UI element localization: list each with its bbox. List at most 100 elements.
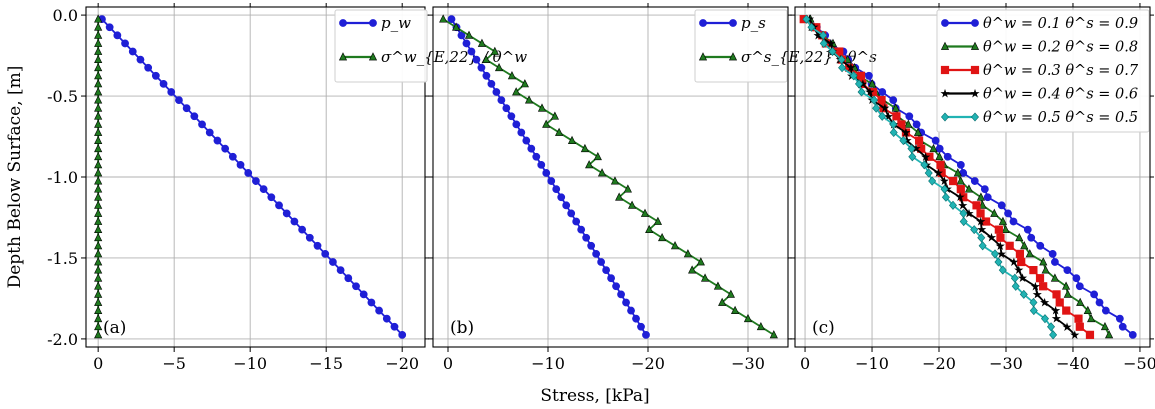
- data-point: [464, 30, 474, 39]
- data-point: [567, 209, 576, 218]
- data-point: [981, 217, 991, 226]
- x-tick-label: −10: [233, 354, 267, 373]
- data-point: [94, 257, 103, 266]
- data-point: [990, 208, 999, 217]
- legend-entry: p_s: [699, 14, 766, 32]
- data-point: [928, 176, 937, 186]
- data-point: [653, 216, 662, 225]
- data-point: [94, 321, 103, 331]
- legend-marker: [699, 19, 707, 27]
- legend-label: θ^w = 0.3 θ^s = 0.7: [983, 63, 1139, 79]
- legend-marker: [368, 52, 378, 61]
- data-point: [959, 216, 968, 227]
- data-point: [1039, 282, 1048, 291]
- data-point: [912, 120, 921, 129]
- x-tick-label: −10: [855, 354, 889, 373]
- data-point: ★: [933, 166, 944, 180]
- data-point: [1101, 306, 1110, 315]
- data-point: [527, 144, 536, 153]
- data-point: [94, 119, 103, 128]
- data-point: [1011, 281, 1020, 291]
- data-point: [931, 136, 940, 145]
- data-point: [487, 80, 496, 88]
- data-point: ★: [1032, 287, 1043, 301]
- data-point: [953, 168, 962, 177]
- series-line: [808, 18, 1076, 336]
- legend-label: σ^w_{E,22} / θ^w: [381, 48, 527, 66]
- data-point: [970, 225, 979, 235]
- data-point: [1023, 225, 1032, 234]
- data-point: [904, 119, 913, 128]
- data-point: [700, 273, 710, 282]
- data-point: [891, 103, 900, 112]
- data-point: [996, 233, 1005, 242]
- data-point: [819, 30, 828, 40]
- data-point: [452, 22, 461, 31]
- data-point: [837, 55, 846, 65]
- data-point: [497, 96, 506, 104]
- data-point: [1010, 273, 1019, 283]
- data-point: [1075, 322, 1084, 331]
- data-point: [1076, 297, 1085, 306]
- data-point: [956, 160, 965, 169]
- data-point: [1075, 282, 1084, 291]
- data-point: [1020, 241, 1029, 250]
- legend-marker: [940, 65, 950, 75]
- data-point: [577, 225, 586, 234]
- legend-marker: [698, 52, 708, 61]
- data-point: [94, 54, 103, 64]
- data-point: [1105, 330, 1114, 339]
- data-point: [550, 111, 559, 120]
- legend-marker: [940, 41, 950, 50]
- data-point: [632, 314, 640, 323]
- data-point: [359, 290, 368, 299]
- x-tick-label: −5: [162, 354, 186, 373]
- data-point: [94, 216, 103, 225]
- data-point: [941, 192, 950, 202]
- data-point: [1063, 266, 1072, 274]
- data-point: [1009, 217, 1018, 226]
- data-point: [976, 192, 986, 201]
- data-point: [1047, 322, 1056, 332]
- data-point: [94, 87, 103, 96]
- data-point: [398, 330, 407, 339]
- data-point: [964, 184, 974, 193]
- data-point: [537, 160, 546, 169]
- data-point: [507, 71, 517, 80]
- legend-box: [334, 9, 428, 83]
- data-point: [905, 112, 914, 121]
- data-point: [943, 152, 952, 161]
- data-point: [670, 241, 680, 250]
- legend: p_w σ^w_{E,22} / θ^w: [334, 9, 527, 83]
- data-point: [94, 95, 103, 104]
- data-point: [94, 79, 103, 88]
- data-point: [607, 274, 615, 283]
- data-point: [1095, 298, 1104, 307]
- data-point: [730, 305, 740, 314]
- data-point: [1048, 250, 1057, 258]
- data-point: [627, 306, 635, 315]
- data-point: [997, 201, 1006, 210]
- series-line: [101, 18, 403, 336]
- legend-label: θ^w = 0.1 θ^s = 0.9: [983, 16, 1138, 32]
- legend-label: θ^w = 0.4 θ^s = 0.6: [983, 87, 1138, 103]
- data-point: [512, 120, 521, 129]
- data-point: [1128, 330, 1137, 339]
- data-point: [1061, 281, 1071, 290]
- panel-label: (a): [103, 318, 126, 338]
- data-point: [94, 14, 103, 23]
- data-point: ★: [976, 223, 987, 237]
- data-point: ★: [911, 142, 922, 156]
- data-point: [623, 184, 632, 193]
- data-point: ★: [920, 150, 931, 164]
- data-point: [899, 136, 908, 146]
- data-point: [244, 169, 253, 177]
- data-point: [144, 63, 153, 72]
- data-point: [1036, 241, 1045, 250]
- data-point: [756, 321, 765, 331]
- x-tick-label: −50: [1123, 354, 1155, 373]
- data-point: [1063, 289, 1072, 298]
- data-point: [587, 241, 596, 250]
- data-point: [467, 47, 476, 56]
- legend-box: [694, 9, 788, 83]
